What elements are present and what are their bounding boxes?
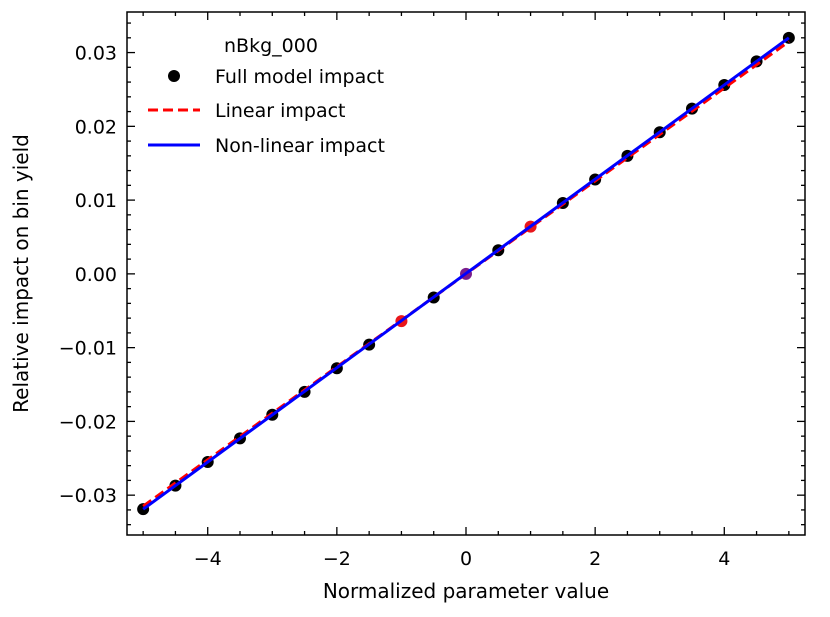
legend-label: Linear impact (215, 100, 345, 122)
non-linear-impact-line (142, 36, 790, 511)
x-tick-label: −2 (323, 548, 351, 570)
y-tick-label: −0.03 (59, 485, 117, 507)
y-axis-label: Relative impact on bin yield (9, 134, 33, 413)
legend-point-marker (168, 70, 180, 82)
y-tick-label: 0.00 (75, 264, 117, 286)
legend-title: nBkg_000 (224, 35, 318, 57)
legend: nBkg_000 Full model impact Linear impact No… (148, 35, 385, 157)
y-tick-label: −0.01 (59, 338, 117, 360)
ticks-layer: −4 −2 0 2 4 −0.03 −0.02 −0.01 0.00 0.01 0.02 0.03 (59, 12, 805, 570)
x-tick-label: 4 (718, 548, 730, 570)
x-axis-label: Normalized parameter value (323, 579, 609, 603)
y-tick-label: 0.02 (75, 116, 117, 138)
y-tick-label: 0.03 (75, 43, 117, 65)
y-tick-label: −0.02 (59, 411, 117, 433)
y-tick-label: 0.01 (75, 190, 117, 212)
x-tick-label: −4 (194, 548, 222, 570)
plot-layer (137, 31, 795, 516)
legend-label: Non-linear impact (215, 135, 385, 157)
x-tick-label: 0 (460, 548, 472, 570)
x-tick-label: 2 (589, 548, 601, 570)
legend-label: Full model impact (215, 66, 384, 88)
